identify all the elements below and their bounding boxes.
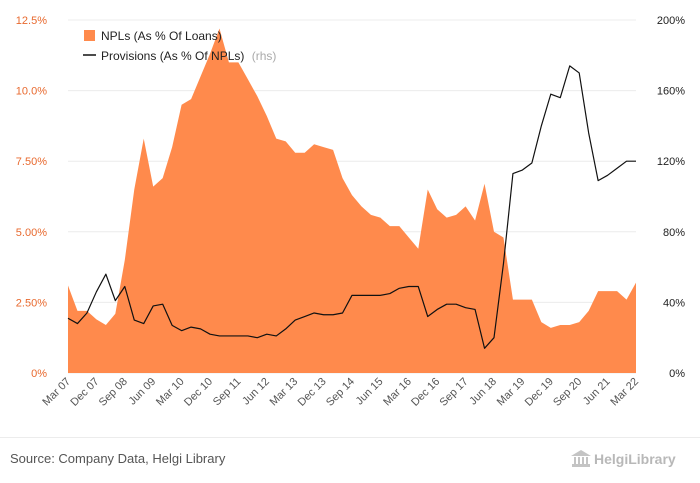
x-tick-label-7: Jun 12 — [240, 376, 272, 408]
x-tick-label-0: Mar 07 — [40, 376, 73, 409]
right-tick-label-0: 0% — [669, 368, 685, 380]
x-tick-label-11: Jun 15 — [354, 376, 386, 408]
legend: NPLs (As % Of Loans) Provisions (As % Of… — [83, 29, 276, 63]
x-tick-label-4: Mar 10 — [154, 376, 187, 409]
x-tick-label-9: Dec 13 — [296, 376, 329, 409]
source-text: Source: Company Data, Helgi Library — [10, 451, 226, 466]
left-tick-label-3: 7.50% — [16, 156, 47, 168]
footer-divider — [0, 437, 700, 438]
x-tick-label-10: Sep 14 — [324, 376, 357, 409]
x-tick-label-18: Sep 20 — [551, 376, 584, 409]
x-tick-label-19: Jun 21 — [581, 376, 613, 408]
right-y-axis: 0% 40% 80% 120% 160% 200% — [657, 15, 685, 380]
x-tick-label-13: Dec 16 — [409, 376, 442, 409]
left-tick-label-2: 5.00% — [16, 227, 47, 239]
right-tick-label-3: 120% — [657, 156, 685, 168]
x-tick-label-12: Mar 16 — [381, 376, 414, 409]
legend-swatch-npls — [84, 30, 95, 41]
left-tick-label-0: 0% — [31, 368, 47, 380]
legend-rhs-marker: (rhs) — [252, 49, 277, 63]
x-tick-label-3: Jun 09 — [126, 376, 158, 408]
provisions-line — [67, 65, 636, 349]
provisions-line-layer — [67, 65, 636, 349]
left-tick-label-5: 12.5% — [16, 15, 47, 27]
right-tick-label-1: 40% — [663, 297, 685, 309]
legend-label-provisions: Provisions (As % Of NPLs) (rhs) — [101, 49, 276, 63]
npl-area-layer — [68, 28, 636, 373]
x-tick-label-15: Jun 18 — [467, 376, 499, 408]
left-y-axis: 0% 2.50% 5.00% 7.50% 10.0% 12.5% — [16, 15, 47, 380]
x-tick-label-14: Sep 17 — [438, 376, 471, 409]
logo-text: HelgiLibrary — [594, 451, 676, 467]
x-tick-label-1: Dec 07 — [68, 376, 101, 409]
x-tick-label-17: Dec 19 — [523, 376, 556, 409]
legend-label-npls: NPLs (As % Of Loans) — [101, 29, 222, 43]
right-tick-label-5: 200% — [657, 15, 685, 27]
x-tick-label-6: Sep 11 — [211, 376, 244, 409]
npl-area — [68, 28, 636, 373]
helgi-library-logo: HelgiLibrary — [570, 449, 676, 471]
x-tick-label-16: Mar 19 — [495, 376, 528, 409]
x-tick-label-5: Dec 10 — [182, 376, 215, 409]
x-tick-label-8: Mar 13 — [268, 376, 301, 409]
chart: 0% 2.50% 5.00% 7.50% 10.0% 12.5% 0% 40% 80% 120%… — [16, 15, 685, 409]
legend-label-provisions-text: Provisions (As % Of NPLs) — [101, 49, 244, 63]
x-tick-label-2: Sep 08 — [97, 376, 130, 409]
right-tick-label-2: 80% — [663, 227, 685, 239]
library-building-icon — [571, 450, 591, 467]
left-tick-label-4: 10.0% — [16, 86, 47, 98]
left-tick-label-1: 2.50% — [16, 297, 47, 309]
right-tick-label-4: 160% — [657, 86, 685, 98]
x-tick-label-20: Mar 22 — [608, 376, 641, 409]
